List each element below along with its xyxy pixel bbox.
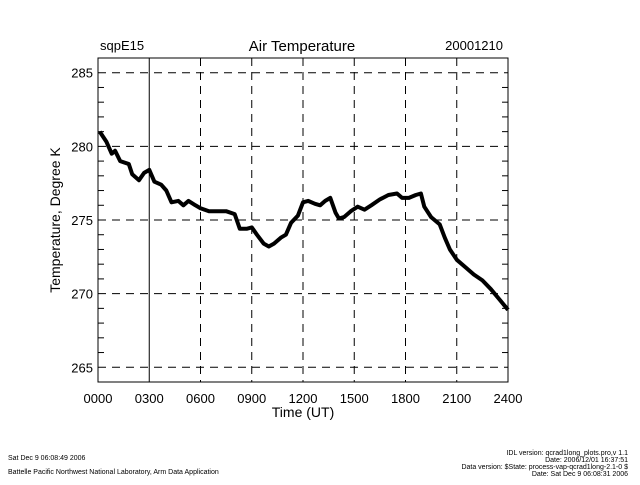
x-tick-label: 2100 [442,391,471,406]
axis-ticks [98,57,508,383]
series-line-air-temperature [98,130,510,312]
footer-idl-version: IDL version: qcrad1long_plots.pro,v 1.1 [506,450,628,457]
x-tick-label: 2400 [494,391,523,406]
x-tick-label: 0300 [135,391,164,406]
y-axis-label: Temperature, Degree K [47,147,63,293]
grid [98,58,508,382]
footer-data-version: Data version: $State: process-vap-qcrad1… [461,464,628,471]
chart-title: Air Temperature [249,38,355,55]
x-tick-label: 0000 [84,391,113,406]
site-label: sqpE15 [100,38,144,53]
y-tick-label: 275 [71,213,93,228]
y-tick-label: 270 [71,287,93,302]
x-tick-label: 0600 [186,391,215,406]
footer-organization: Battelle Pacific Northwest National Labo… [8,469,219,476]
x-axis-label: Time (UT) [272,404,334,420]
date-label: 20001210 [445,38,503,53]
x-tick-label: 1200 [289,391,318,406]
x-tick-label: 1500 [340,391,369,406]
footer-timestamp: Sat Dec 9 06:08:49 2006 [8,455,86,462]
y-tick-label: 280 [71,139,93,154]
y-tick-labels: 265 270 275 280 285 [71,66,93,376]
footer-data-date: Date: Sat Dec 9 06:08:31 2006 [532,471,628,478]
plot-frame [97,57,509,383]
x-tick-labels: 0000 0300 0600 0900 1200 1500 1800 2100 2400 [84,391,523,406]
y-tick-label: 265 [71,360,93,375]
x-tick-label: 0900 [237,391,266,406]
x-tick-label: 1800 [391,391,420,406]
y-tick-label: 285 [71,66,93,81]
footer-idl-date: Date: 2006/12/01 16:37:51 [545,457,628,464]
